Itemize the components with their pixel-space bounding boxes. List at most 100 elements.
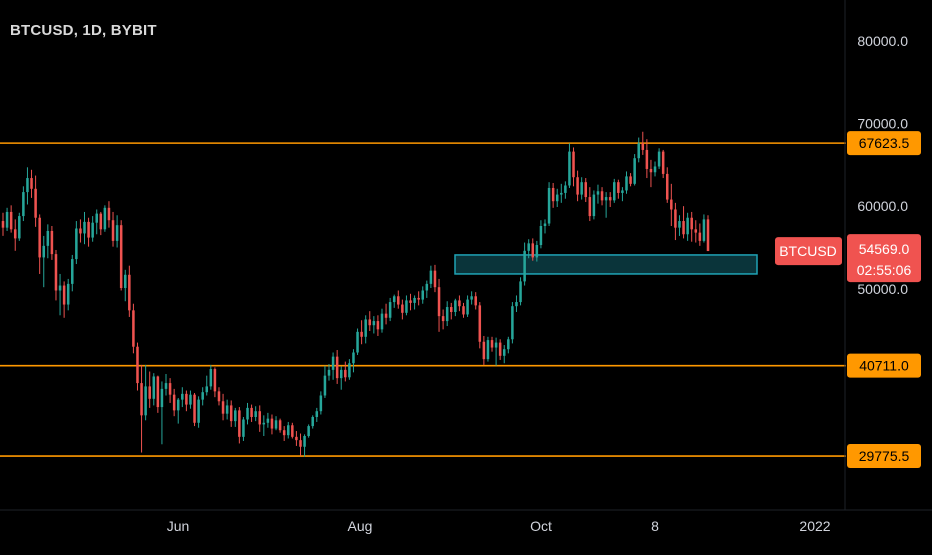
candle-body [66,283,70,305]
candle-body [450,307,453,312]
candle-body [360,331,363,337]
candle-body [698,232,702,241]
candle-body [213,369,217,392]
candle-body [307,426,310,437]
candle-body [523,250,526,282]
time-tick-label: Oct [530,518,552,534]
candle-body [690,217,693,230]
price-tick-label: 70000.0 [857,115,908,131]
candle-body [323,375,327,396]
level-price-badge [847,131,921,156]
time-tick-label: Jun [167,518,190,534]
candle-body [498,342,502,356]
candle-body [185,393,188,405]
candle-body [543,223,547,227]
time-tick-label: 8 [651,518,659,534]
candle-body [551,187,555,202]
candle-body [229,405,233,422]
candle-body [478,305,482,342]
candle-body [482,341,486,360]
candle-body [123,274,127,289]
candle-body [401,304,404,313]
candle-body [62,285,66,305]
candle-body [339,369,343,379]
candle-body [79,228,82,234]
candle-body [649,168,653,173]
candle-body [429,270,433,284]
candle-body [225,405,229,414]
candle-body [364,319,367,337]
candle-body [246,407,249,420]
candle-body [168,383,172,395]
candle-body [303,436,306,447]
candle-body [95,213,98,223]
candle-body [144,386,147,416]
candle-body [417,297,420,300]
candle-body [474,296,477,306]
candle-body [661,151,665,174]
candle-body [75,228,78,260]
symbol-title: BTCUSD, 1D, BYBIT [10,22,157,39]
candle-body [441,316,445,322]
candle-body [42,245,46,258]
last-price-label: 54569.0 [859,241,910,257]
candle-body [250,407,253,417]
candle-body [596,191,600,195]
candle-body [445,307,449,322]
candle-body [454,300,457,312]
candle-body [580,182,583,195]
candle-body [511,306,514,340]
candle-body [221,401,225,414]
candle-body [176,399,180,411]
candles [1,131,710,457]
candle-body [600,191,604,201]
candle-body [115,225,119,241]
candle-body [502,349,506,356]
candle-body [384,313,388,318]
candle-body [352,352,355,364]
time-tick-label: Aug [348,518,373,534]
support-zone-box [454,254,758,275]
candle-body [674,209,677,228]
candle-body [555,194,559,202]
candle-body [238,410,241,437]
candle-body [437,287,441,317]
candle-body [392,296,396,303]
candle-body [531,243,535,258]
candle-body [71,259,74,284]
candle-body [87,221,90,238]
candle-body [637,143,640,159]
candle-body [9,211,13,230]
candle-body [584,182,588,198]
candle-body [706,219,710,252]
candle-body [152,376,156,399]
time-tick-label: 2022 [799,518,830,534]
candle-body [311,416,314,427]
candle-body [242,419,245,437]
candle-body [111,220,115,241]
candle-body [507,339,510,350]
candle-body [197,399,200,423]
candle-body [58,285,62,291]
candle-body [266,418,270,423]
candle-body [657,151,661,167]
candle-body [678,221,681,228]
candle-body [421,290,425,300]
candle-body [107,207,111,221]
candle-body [13,229,17,239]
bar-countdown-label: 02:55:06 [857,262,912,278]
symbol-price-tag-label: BTCUSD [779,243,837,259]
candle-body [217,391,221,402]
candle-body [608,197,612,201]
candle-body [348,363,351,378]
candle-body [629,176,632,184]
price-zone [454,254,758,275]
candle-body [270,418,274,429]
candle-body [694,229,698,233]
candle-body [515,302,518,307]
candle-body [50,230,54,255]
candle-body [425,283,429,291]
candle-body [103,207,107,230]
